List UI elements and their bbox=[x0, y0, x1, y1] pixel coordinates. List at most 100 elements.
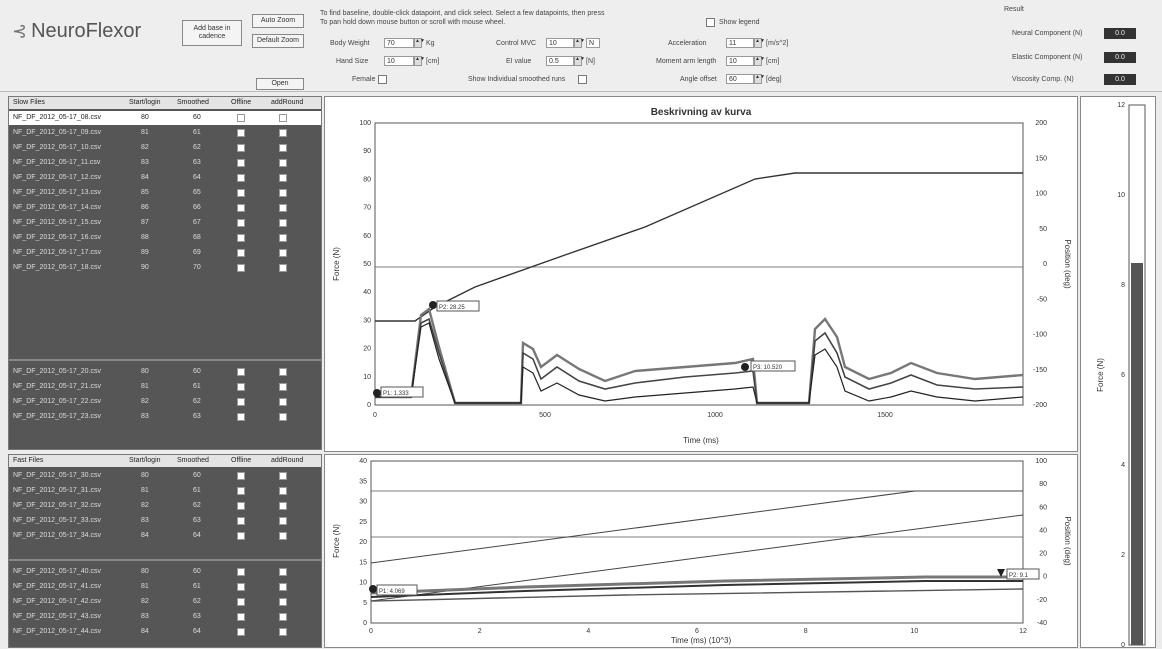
control-mvc-unit[interactable]: N bbox=[586, 38, 600, 48]
table-row[interactable]: NF_DF_2012_05-17_13.csv 85 65 bbox=[9, 186, 321, 200]
moment-arm-input[interactable]: 10 bbox=[726, 56, 754, 66]
addround-checkbox[interactable] bbox=[279, 628, 287, 636]
table-row[interactable]: NF_DF_2012_05-17_31.csv 81 61 bbox=[9, 484, 321, 498]
addround-checkbox[interactable] bbox=[279, 129, 287, 137]
addround-checkbox[interactable] bbox=[279, 249, 287, 257]
addround-checkbox[interactable] bbox=[279, 583, 287, 591]
angle-offset-input[interactable]: 60 bbox=[726, 74, 754, 84]
table-row[interactable]: NF_DF_2012_05-17_33.csv 83 63 bbox=[9, 514, 321, 528]
offline-checkbox[interactable] bbox=[237, 613, 245, 621]
addround-checkbox[interactable] bbox=[279, 189, 287, 197]
offline-checkbox[interactable] bbox=[237, 628, 245, 636]
body-weight-input[interactable]: 70 bbox=[384, 38, 414, 48]
table-row[interactable]: NF_DF_2012_05-17_20.csv 80 60 bbox=[9, 365, 321, 379]
hand-size-input[interactable]: 10 bbox=[384, 56, 414, 66]
offline-checkbox[interactable] bbox=[237, 502, 245, 510]
auto-zoom-button[interactable]: Auto Zoom bbox=[252, 14, 304, 28]
table-row[interactable]: NF_DF_2012_05-17_23.csv 83 63 bbox=[9, 410, 321, 424]
table-row[interactable]: NF_DF_2012_05-17_22.csv 82 62 bbox=[9, 395, 321, 409]
ei-value-input[interactable]: 0.5 bbox=[546, 56, 574, 66]
table-row[interactable]: NF_DF_2012_05-17_43.csv 83 63 bbox=[9, 610, 321, 624]
offline-checkbox[interactable] bbox=[237, 189, 245, 197]
addround-checkbox[interactable] bbox=[279, 114, 287, 122]
addround-checkbox[interactable] bbox=[279, 532, 287, 540]
table-row[interactable]: NF_DF_2012_05-17_40.csv 80 60 bbox=[9, 565, 321, 579]
offline-checkbox[interactable] bbox=[237, 234, 245, 242]
table-row[interactable]: NF_DF_2012_05-17_10.csv 82 62 bbox=[9, 141, 321, 155]
lower-chart[interactable]: 0 5 10 15 20 25 30 35 40 -40 -20 0 20 40 60 80 100 0 2 4 6 8 1… bbox=[325, 455, 1077, 647]
offline-checkbox[interactable] bbox=[237, 368, 245, 376]
hand-size-spinner[interactable]: ▲▼ bbox=[414, 56, 425, 66]
addround-checkbox[interactable] bbox=[279, 264, 287, 272]
offline-checkbox[interactable] bbox=[237, 159, 245, 167]
offline-checkbox[interactable] bbox=[237, 568, 245, 576]
addround-checkbox[interactable] bbox=[279, 568, 287, 576]
addround-checkbox[interactable] bbox=[279, 368, 287, 376]
addround-checkbox[interactable] bbox=[279, 383, 287, 391]
offline-checkbox[interactable] bbox=[237, 517, 245, 525]
offline-checkbox[interactable] bbox=[237, 174, 245, 182]
table-row[interactable]: NF_DF_2012_05-17_42.csv 82 62 bbox=[9, 595, 321, 609]
upper-chart[interactable]: Beskrivning av kurva 0 10 20 30 40 50 60 70 80 90… bbox=[325, 97, 1077, 451]
lower-chart-panel[interactable]: 0 5 10 15 20 25 30 35 40 -40 -20 0 20 40 60 80 100 0 2 4 6 8 1… bbox=[324, 454, 1078, 648]
angle-offset-spinner[interactable]: ▲▼ bbox=[754, 74, 765, 84]
addround-checkbox[interactable] bbox=[279, 144, 287, 152]
addround-checkbox[interactable] bbox=[279, 159, 287, 167]
addround-checkbox[interactable] bbox=[279, 517, 287, 525]
addround-checkbox[interactable] bbox=[279, 413, 287, 421]
show-smoothed-checkbox[interactable] bbox=[578, 75, 587, 84]
table-row[interactable]: NF_DF_2012_05-17_12.csv 84 64 bbox=[9, 171, 321, 185]
offline-checkbox[interactable] bbox=[237, 249, 245, 257]
table-row[interactable]: NF_DF_2012_05-17_18.csv 90 70 bbox=[9, 261, 321, 275]
offline-checkbox[interactable] bbox=[237, 487, 245, 495]
table-row[interactable]: NF_DF_2012_05-17_41.csv 81 61 bbox=[9, 580, 321, 594]
table-row[interactable]: NF_DF_2012_05-17_17.csv 89 69 bbox=[9, 246, 321, 260]
offline-checkbox[interactable] bbox=[237, 598, 245, 606]
addround-checkbox[interactable] bbox=[279, 174, 287, 182]
addround-checkbox[interactable] bbox=[279, 598, 287, 606]
offline-checkbox[interactable] bbox=[237, 532, 245, 540]
offline-checkbox[interactable] bbox=[237, 204, 245, 212]
offline-checkbox[interactable] bbox=[237, 144, 245, 152]
default-zoom-button[interactable]: Default Zoom bbox=[252, 34, 304, 48]
table-row[interactable]: NF_DF_2012_05-17_16.csv 88 68 bbox=[9, 231, 321, 245]
addround-checkbox[interactable] bbox=[279, 613, 287, 621]
addround-checkbox[interactable] bbox=[279, 219, 287, 227]
table-row[interactable]: NF_DF_2012_05-17_15.csv 87 67 bbox=[9, 216, 321, 230]
moment-arm-spinner[interactable]: ▲▼ bbox=[754, 56, 765, 66]
table-row[interactable]: NF_DF_2012_05-17_44.csv 84 64 bbox=[9, 625, 321, 639]
acceleration-input[interactable]: 11 bbox=[726, 38, 754, 48]
offline-checkbox[interactable] bbox=[237, 383, 245, 391]
offline-checkbox[interactable] bbox=[237, 219, 245, 227]
offline-checkbox[interactable] bbox=[237, 413, 245, 421]
table-row[interactable]: NF_DF_2012_05-17_32.csv 82 62 bbox=[9, 499, 321, 513]
table-row[interactable]: NF_DF_2012_05-17_34.csv 84 64 bbox=[9, 529, 321, 543]
table-row[interactable]: NF_DF_2012_05-17_09.csv 81 61 bbox=[9, 126, 321, 140]
control-mvc-input[interactable]: 10 bbox=[546, 38, 574, 48]
table-row[interactable]: NF_DF_2012_05-17_30.csv 80 60 bbox=[9, 469, 321, 483]
addround-checkbox[interactable] bbox=[279, 234, 287, 242]
table-row[interactable]: NF_DF_2012_05-17_08.csv 80 60 bbox=[9, 111, 321, 125]
offline-checkbox[interactable] bbox=[237, 129, 245, 137]
control-mvc-spinner[interactable]: ▲▼ bbox=[574, 38, 585, 48]
addround-checkbox[interactable] bbox=[279, 502, 287, 510]
show-legend-checkbox[interactable] bbox=[706, 18, 715, 27]
addround-checkbox[interactable] bbox=[279, 398, 287, 406]
offline-checkbox[interactable] bbox=[237, 264, 245, 272]
addround-checkbox[interactable] bbox=[279, 472, 287, 480]
offline-checkbox[interactable] bbox=[237, 114, 245, 122]
ei-value-spinner[interactable]: ▲▼ bbox=[574, 56, 585, 66]
upper-chart-panel[interactable]: Beskrivning av kurva 0 10 20 30 40 50 60 70 80 90… bbox=[324, 96, 1078, 452]
addround-checkbox[interactable] bbox=[279, 487, 287, 495]
acceleration-spinner[interactable]: ▲▼ bbox=[754, 38, 765, 48]
table-row[interactable]: NF_DF_2012_05-17_11.csv 83 63 bbox=[9, 156, 321, 170]
addround-checkbox[interactable] bbox=[279, 204, 287, 212]
open-button[interactable]: Open bbox=[256, 78, 304, 90]
offline-checkbox[interactable] bbox=[237, 472, 245, 480]
body-weight-spinner[interactable]: ▲▼ bbox=[414, 38, 425, 48]
offline-checkbox[interactable] bbox=[237, 398, 245, 406]
table-row[interactable]: NF_DF_2012_05-17_21.csv 81 61 bbox=[9, 380, 321, 394]
table-row[interactable]: NF_DF_2012_05-17_14.csv 86 66 bbox=[9, 201, 321, 215]
offline-checkbox[interactable] bbox=[237, 583, 245, 591]
add-baseline-button[interactable]: Add base in cadence bbox=[182, 20, 242, 46]
